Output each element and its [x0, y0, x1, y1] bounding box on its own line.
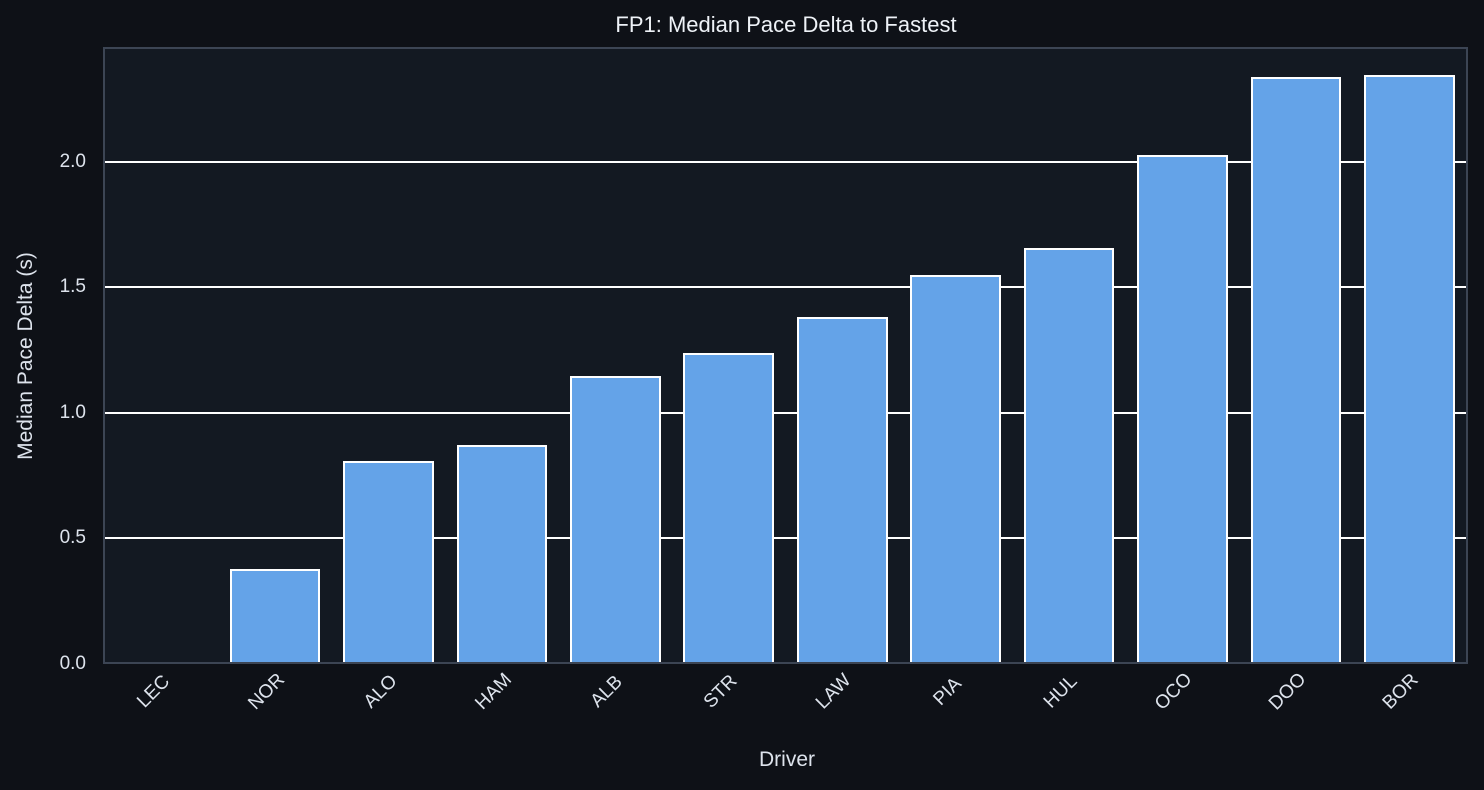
bar-str — [683, 353, 775, 662]
gridline — [105, 537, 1466, 540]
x-tick-label: DOO — [1264, 668, 1311, 715]
y-tick-label: 2.0 — [59, 150, 86, 172]
gridline — [105, 286, 1466, 289]
bar-oco — [1137, 154, 1228, 662]
x-tick-label: ALB — [586, 671, 628, 712]
x-tick-label: OCO — [1151, 668, 1197, 715]
x-tick-label: ALO — [359, 670, 402, 713]
x-tick-label: BOR — [1378, 669, 1423, 714]
bar-ham — [456, 444, 548, 662]
bar-nor — [229, 569, 321, 662]
chart-title: FP1: Median Pace Delta to Fastest — [615, 12, 957, 37]
x-tick-label: LAW — [812, 669, 856, 714]
x-tick-label: LEC — [132, 671, 174, 713]
bar-law — [796, 316, 888, 662]
x-tick-label: PIA — [929, 673, 966, 710]
y-tick-label: 1.5 — [59, 276, 86, 298]
plot-area — [103, 47, 1468, 664]
gridline — [105, 160, 1466, 163]
bar-alo — [343, 461, 434, 662]
bar-alb — [570, 375, 661, 662]
x-tick-label: STR — [699, 670, 742, 713]
bar-hul — [1023, 247, 1115, 662]
x-axis-label: Driver — [759, 748, 815, 771]
bar-bor — [1363, 74, 1455, 662]
bar-doo — [1250, 77, 1342, 662]
y-tick-label: 1.0 — [59, 401, 86, 423]
x-tick-label: HUL — [1039, 670, 1082, 713]
bar-pia — [910, 275, 1001, 662]
x-tick-label: NOR — [244, 669, 290, 715]
y-tick-label: 0.0 — [59, 653, 86, 674]
y-axis-label: Median Pace Delta (s) — [14, 252, 37, 460]
x-tick-label: HAM — [471, 669, 516, 715]
gridline — [105, 411, 1466, 414]
y-tick-label: 0.5 — [59, 527, 86, 549]
